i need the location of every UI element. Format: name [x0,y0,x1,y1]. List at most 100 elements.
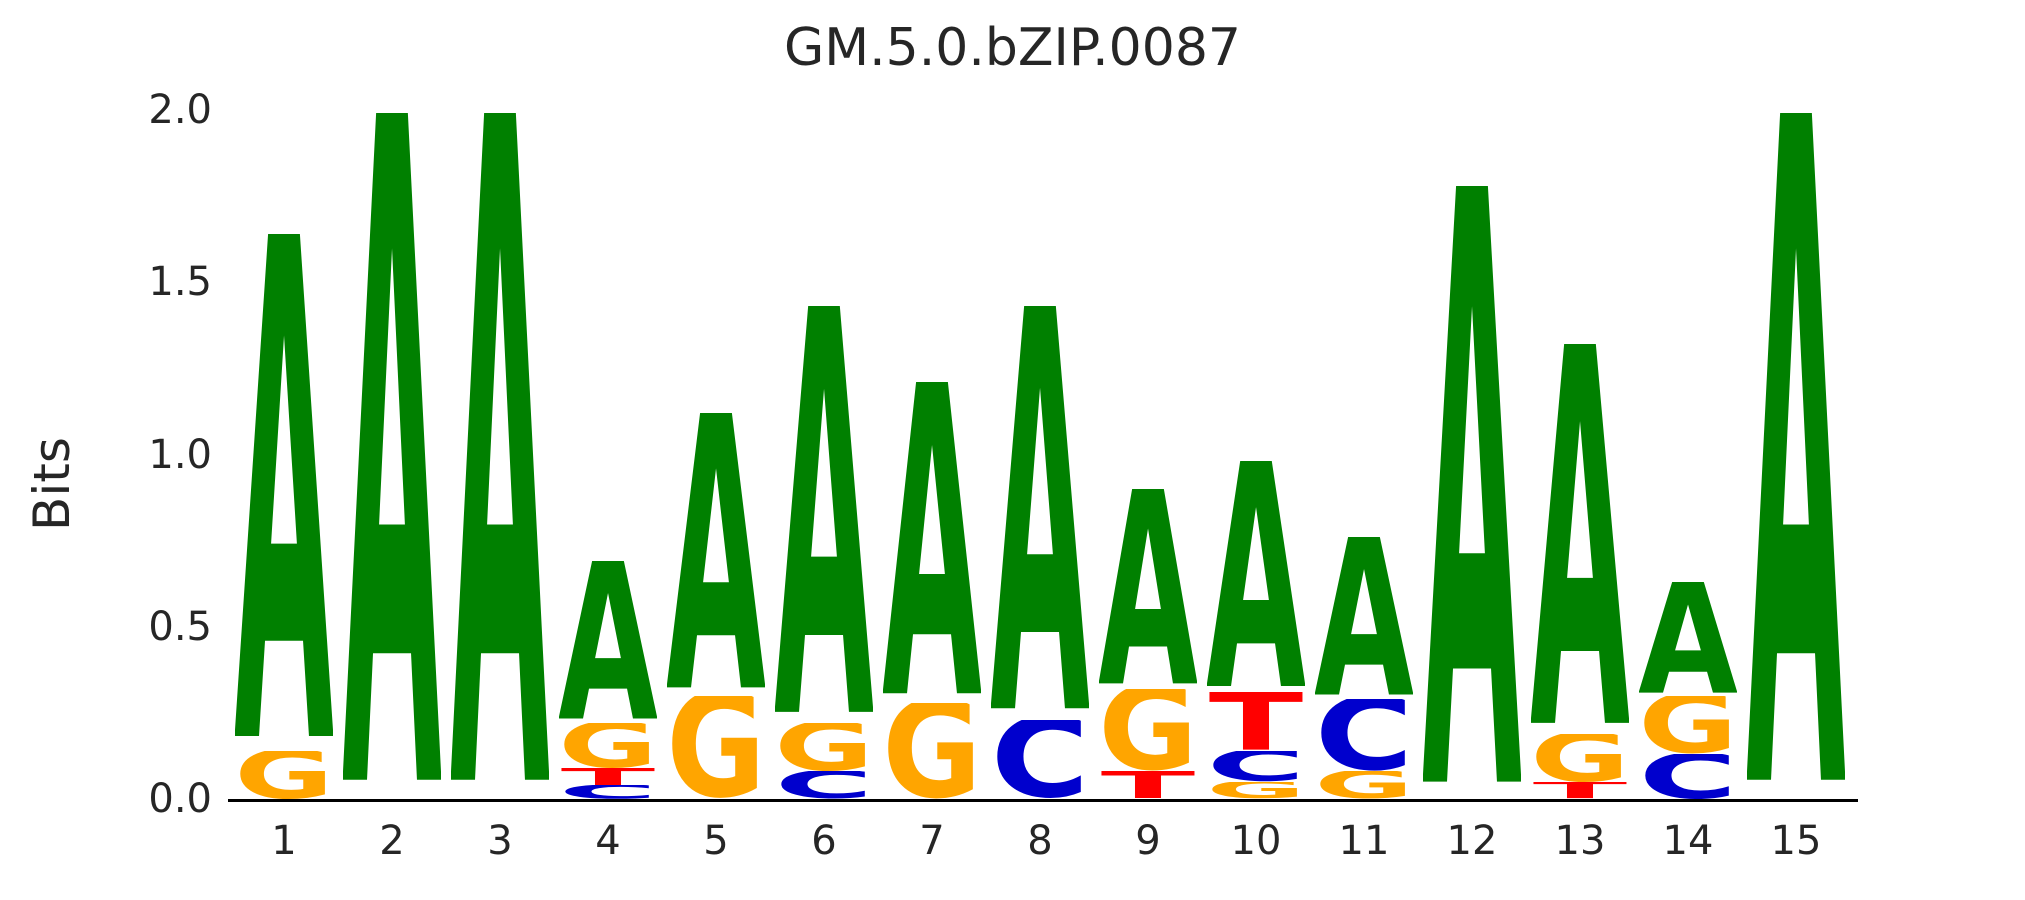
logo-letter-C: C [559,785,657,799]
logo-letter-G: G [1315,771,1413,799]
logo-letter-C: C [1207,751,1305,782]
logo-letter-A: A [1315,537,1413,699]
logo-letter-glyph: C [1638,754,1738,799]
logo-letter-glyph: A [1746,113,1846,799]
y-tick-label: 1.0 [148,431,212,478]
x-tick-label: 1 [271,818,297,864]
y-tick-label: 1.5 [148,259,212,306]
logo-letter-glyph: T [1100,771,1196,799]
logo-letter-A: A [775,306,873,723]
x-tick-label: 10 [1230,818,1282,864]
x-tick-label: 14 [1662,818,1714,864]
page-title: GM.5.0.bZIP.0087 [783,18,1241,78]
logo-letter-glyph: T [560,768,656,786]
x-tick-label: 2 [379,818,405,864]
logo-letter-A: A [1207,461,1305,692]
logo-letter-A: A [1747,113,1845,799]
logo-stack: A [451,113,549,799]
x-tick-label: 3 [487,818,513,864]
x-tick-label: 12 [1446,818,1498,864]
x-tick-label: 4 [595,818,621,864]
logo-letter-G: G [235,751,333,799]
logo-stack: A [1423,186,1521,799]
logo-stack: A [1747,113,1845,799]
logo-letter-A: A [883,382,981,702]
x-tick-label: 15 [1770,818,1822,864]
logo-letter-glyph: G [1098,688,1198,772]
logo-letter-G: G [667,696,765,799]
y-axis-label: Bits [23,437,81,531]
logo-letter-glyph: A [450,113,550,799]
logo-letter-T: T [1207,692,1305,751]
logo-letter-glyph: G [666,695,766,799]
logo-letter-glyph: A [1314,537,1414,700]
logo-letter-C: C [1639,754,1737,799]
logo-letter-G: G [1531,734,1629,782]
logo-letter-C: C [1315,699,1413,771]
logo-letter-A: A [235,234,333,751]
x-tick-label: 8 [1027,818,1053,864]
logo-letter-C: C [991,720,1089,799]
y-axis-ticks: 0.0 0.5 1.0 1.5 2.0 [0,0,212,900]
x-tick-label: 11 [1338,818,1390,864]
logo-letter-T: T [1531,782,1629,799]
logo-letter-glyph: A [1206,461,1306,693]
logo-letter-A: A [1531,344,1629,733]
logo-letter-glyph: G [1314,771,1414,799]
logo-letter-G: G [775,723,873,771]
logo-letter-glyph: A [558,561,658,724]
logo-letter-glyph: G [1206,781,1306,799]
logo-letter-A: A [1639,582,1737,696]
logo-letter-G: G [1099,689,1197,772]
logo-letter-glyph: C [990,719,1090,799]
logo-letter-glyph: A [1530,344,1630,734]
logo-letter-glyph: A [342,113,442,799]
x-axis-line [228,799,1858,802]
logo-letter-G: G [1639,696,1737,755]
logo-letter-glyph: C [1314,699,1414,772]
logo-letter-glyph: G [882,702,982,799]
logo-letter-glyph: G [558,723,658,769]
logo-letter-glyph: A [1422,185,1522,799]
logo-letter-A: A [451,113,549,799]
logo-letter-A: A [991,306,1089,719]
logo-letter-glyph: A [1638,581,1738,696]
logo-letter-G: G [883,703,981,799]
logo-letter-glyph: T [1208,692,1304,751]
y-tick-label: 0.5 [148,603,212,650]
logo-letter-C: C [775,771,873,799]
logo-letter-glyph: A [990,306,1090,720]
x-tick-label: 6 [811,818,837,864]
logo-letter-glyph: G [234,750,334,799]
logo-letter-A: A [559,561,657,723]
logo-letter-A: A [667,413,765,695]
x-tick-label: 5 [703,818,729,864]
y-tick-label: 0.0 [148,776,212,822]
logo-letter-glyph: A [234,234,334,751]
logo-letter-G: G [1207,782,1305,799]
logo-letter-T: T [1099,771,1197,799]
x-tick-label: 7 [919,818,945,864]
logo-letter-glyph: C [1206,750,1306,782]
logo-letter-glyph: T [1532,781,1628,799]
logo-letter-G: G [559,723,657,768]
logo-letter-glyph: G [1530,733,1630,782]
logo-letter-glyph: C [774,771,874,799]
logo-letter-A: A [1423,186,1521,799]
logo-letter-glyph: A [774,306,874,724]
y-tick-label: 2.0 [148,87,212,133]
x-tick-label: 13 [1554,818,1606,864]
logo-letter-glyph: A [882,382,982,703]
logo-stack: A [343,113,441,799]
